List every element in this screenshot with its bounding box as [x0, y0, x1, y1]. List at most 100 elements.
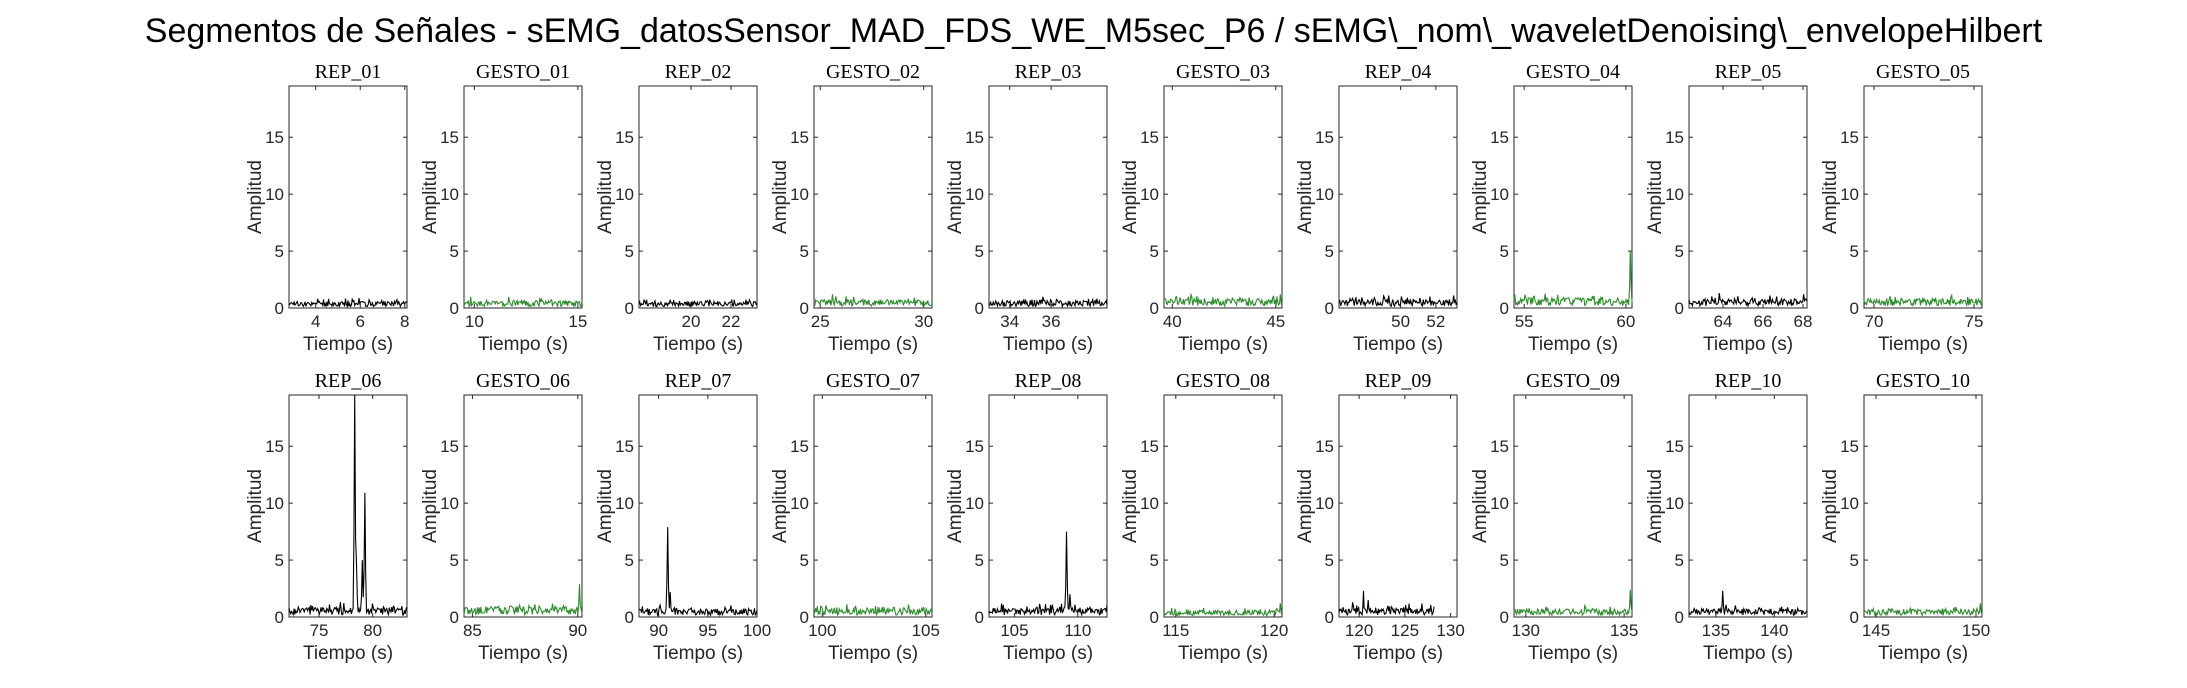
- y-tick-label: 15: [440, 437, 459, 456]
- subplot-rep-02: REP_02 0 5 10 15 20 22 Amplitud Tiempo (s): [595, 61, 758, 355]
- signal-line: [288, 394, 408, 617]
- signal-line: [1338, 293, 1458, 308]
- y-tick-label: 15: [265, 437, 284, 456]
- y-tick-label: 5: [1150, 242, 1159, 261]
- y-tick-label: 5: [1325, 551, 1334, 570]
- y-tick-label: 10: [965, 494, 984, 513]
- x-tick-label: 90: [649, 621, 668, 640]
- y-tick-label: 5: [1500, 551, 1509, 570]
- y-axis-label: Amplitud: [1470, 160, 1491, 234]
- axes-box: [1863, 85, 1983, 309]
- x-axis-label: Tiempo (s): [1353, 643, 1443, 664]
- subplot-title: REP_07: [665, 370, 732, 392]
- axes-box: [813, 85, 933, 309]
- subplot-gesto-06: GESTO_06 0 5 10 15 85 90 Amplitud Tiempo (s): [420, 370, 587, 664]
- x-tick-label: 75: [1965, 312, 1984, 331]
- x-tick-label: 34: [1000, 312, 1019, 331]
- axes-box: [988, 394, 1108, 618]
- x-tick-label: 66: [1754, 312, 1773, 331]
- y-axis-label: Amplitud: [420, 469, 441, 543]
- signal-line: [638, 527, 758, 617]
- x-tick-label: 70: [1865, 312, 1884, 331]
- y-tick-label: 0: [275, 299, 284, 318]
- subplot-title: GESTO_04: [1526, 61, 1620, 83]
- y-tick-label: 15: [1665, 128, 1684, 147]
- y-tick-label: 0: [1850, 299, 1859, 318]
- x-axis-label: Tiempo (s): [1703, 334, 1793, 355]
- x-tick-label: 95: [698, 621, 717, 640]
- x-tick-label: 40: [1163, 312, 1182, 331]
- y-tick-label: 0: [975, 608, 984, 627]
- subplot-rep-10: REP_10 0 5 10 15 135 140 Amplitud Tiempo (s): [1645, 370, 1808, 664]
- x-tick-label: 135: [1702, 621, 1730, 640]
- y-axis-label: Amplitud: [245, 160, 266, 234]
- y-tick-label: 5: [450, 551, 459, 570]
- x-tick-label: 25: [811, 312, 830, 331]
- y-axis-label: Amplitud: [1295, 469, 1316, 543]
- y-axis-label: Amplitud: [945, 469, 966, 543]
- subplot-title: GESTO_02: [826, 61, 920, 83]
- subplot-title: GESTO_09: [1526, 370, 1620, 392]
- y-tick-label: 10: [1840, 185, 1859, 204]
- x-tick-label: 50: [1391, 312, 1410, 331]
- y-tick-label: 0: [1150, 299, 1159, 318]
- y-tick-label: 10: [265, 494, 284, 513]
- subplot-title: REP_09: [1365, 370, 1432, 392]
- y-tick-label: 5: [1325, 242, 1334, 261]
- subplot-title: GESTO_08: [1176, 370, 1270, 392]
- subplot-gesto-05: GESTO_05 0 5 10 15 70 75 Amplitud Tiempo (s): [1820, 61, 1983, 355]
- subplot-title: GESTO_01: [476, 61, 570, 83]
- y-tick-label: 15: [965, 128, 984, 147]
- subplot-title: REP_02: [665, 61, 732, 83]
- y-tick-label: 0: [975, 299, 984, 318]
- y-tick-label: 10: [1490, 494, 1509, 513]
- x-tick-label: 68: [1794, 312, 1813, 331]
- axes-box: [638, 394, 758, 618]
- axes-box: [1338, 394, 1458, 618]
- y-axis-label: Amplitud: [1820, 469, 1841, 543]
- y-tick-label: 10: [440, 185, 459, 204]
- x-tick-label: 6: [356, 312, 365, 331]
- subplot-rep-08: REP_08 0 5 10 15 105 110 Amplitud Tiempo (s): [945, 370, 1108, 664]
- signal-line: [1163, 292, 1283, 308]
- y-tick-label: 15: [1140, 437, 1159, 456]
- x-axis-label: Tiempo (s): [303, 643, 393, 664]
- y-tick-label: 0: [1675, 299, 1684, 318]
- y-tick-label: 5: [800, 551, 809, 570]
- y-axis-label: Amplitud: [1820, 160, 1841, 234]
- axes-box: [1863, 394, 1983, 618]
- x-tick-label: 125: [1391, 621, 1419, 640]
- y-tick-label: 5: [1500, 242, 1509, 261]
- y-tick-label: 15: [615, 128, 634, 147]
- y-tick-label: 5: [1675, 551, 1684, 570]
- x-tick-label: 15: [568, 312, 587, 331]
- y-tick-label: 15: [1665, 437, 1684, 456]
- y-tick-label: 10: [790, 494, 809, 513]
- y-tick-label: 15: [1140, 128, 1159, 147]
- signal-line: [288, 297, 408, 309]
- subplot-rep-05: REP_05 0 5 10 15 64 66 68 Amplitud Tiempo (s): [1645, 61, 1812, 355]
- y-tick-label: 15: [1840, 128, 1859, 147]
- y-tick-label: 10: [1140, 494, 1159, 513]
- x-axis-label: Tiempo (s): [1528, 643, 1618, 664]
- x-axis-label: Tiempo (s): [1528, 334, 1618, 355]
- subplot-gesto-09: GESTO_09 0 5 10 15 130 135 Amplitud Tiempo (s): [1470, 370, 1638, 664]
- signal-line: [1513, 251, 1633, 307]
- y-tick-label: 0: [1850, 608, 1859, 627]
- y-tick-label: 5: [975, 551, 984, 570]
- subplot-title: GESTO_07: [826, 370, 920, 392]
- x-tick-label: 80: [363, 621, 382, 640]
- y-tick-label: 15: [440, 128, 459, 147]
- subplot-title: REP_05: [1715, 61, 1782, 83]
- y-axis-label: Amplitud: [770, 160, 791, 234]
- signal-line: [1688, 293, 1808, 308]
- signal-line: [1688, 590, 1808, 617]
- y-tick-label: 5: [1850, 551, 1859, 570]
- x-axis-label: Tiempo (s): [1878, 334, 1968, 355]
- y-tick-label: 15: [965, 437, 984, 456]
- signal-line: [813, 604, 933, 617]
- x-tick-label: 90: [568, 621, 587, 640]
- y-tick-label: 15: [1840, 437, 1859, 456]
- y-tick-label: 0: [625, 608, 634, 627]
